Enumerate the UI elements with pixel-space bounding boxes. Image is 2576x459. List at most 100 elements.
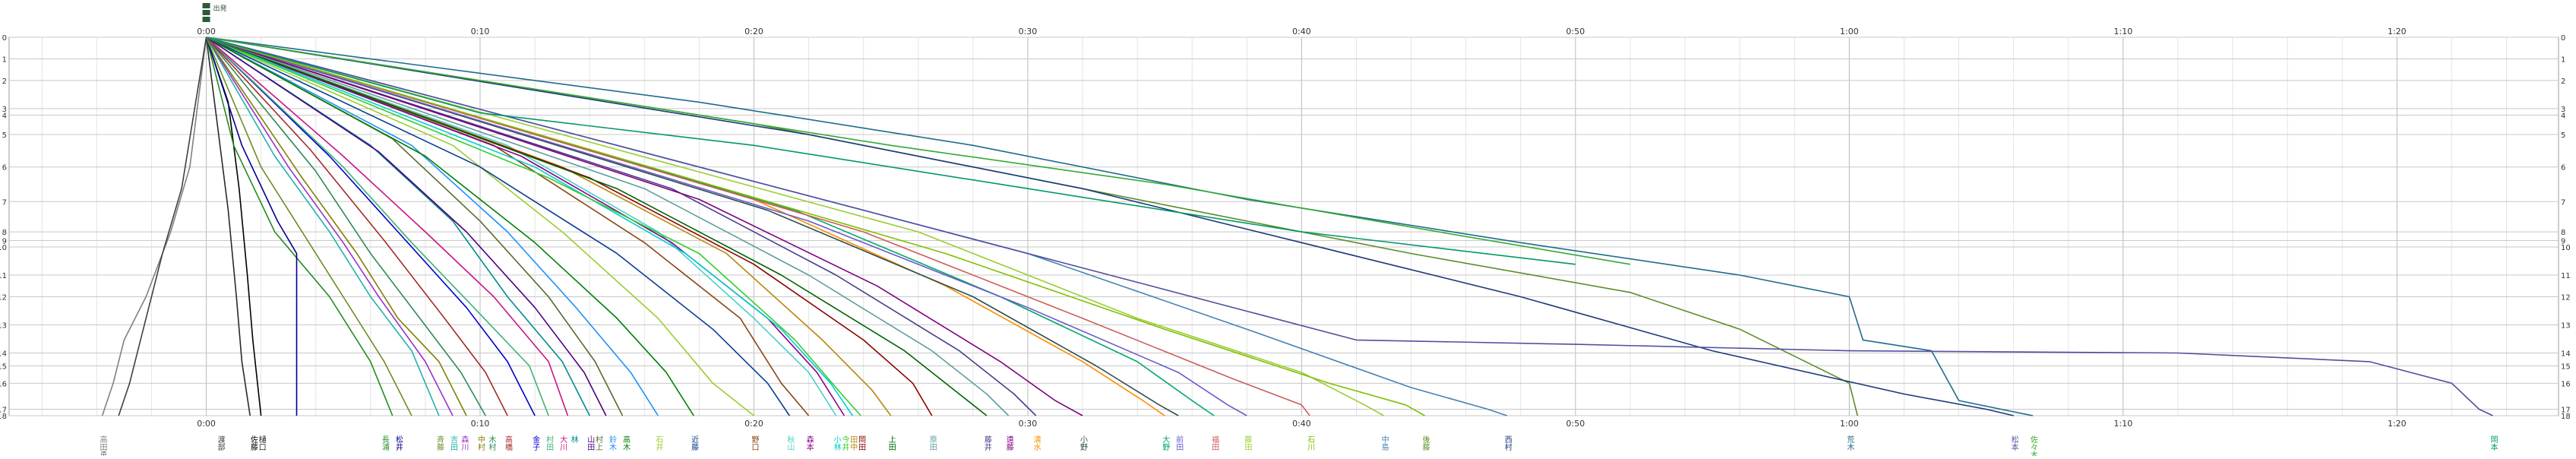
x-tick-label-top: 0:20 xyxy=(744,27,763,36)
x-tick-label-top: 0:10 xyxy=(471,27,490,36)
runner-label: 前田 xyxy=(1174,435,1184,451)
series-line xyxy=(206,36,861,416)
y-tick-label-left: 7 xyxy=(2,198,7,207)
y-tick-label-right: 3 xyxy=(2561,106,2565,114)
series-line xyxy=(205,36,251,416)
runner-label: 岡田 xyxy=(857,435,866,451)
series-line xyxy=(206,36,590,416)
y-tick-label-left: 12 xyxy=(0,293,7,302)
runner-label: 中島 xyxy=(1380,435,1389,451)
runner-label: 渡部 xyxy=(216,435,225,451)
runner-label: 原田 xyxy=(928,435,937,451)
y-tick-label-right: 17 xyxy=(2561,406,2571,414)
runner-label: 森川 xyxy=(460,435,469,451)
y-tick-label-left: 10 xyxy=(0,244,7,252)
series-line xyxy=(206,36,2493,416)
runner-label: 石川 xyxy=(1306,435,1315,451)
y-tick-label-right: 1 xyxy=(2561,55,2565,64)
runner-label: 山田 xyxy=(586,435,595,451)
x-tick-label-top: 0:40 xyxy=(1292,27,1311,36)
start-marker-block xyxy=(202,3,210,8)
start-marker-block xyxy=(202,17,210,22)
series-line xyxy=(206,36,1215,416)
y-tick-label-left: 8 xyxy=(2,229,7,237)
runner-label: 清水 xyxy=(1032,435,1041,451)
x-tick-label-bottom: 1:00 xyxy=(1840,419,1859,429)
runner-label: 松本 xyxy=(2009,435,2018,451)
series-line xyxy=(206,36,659,416)
runner-label: 大川 xyxy=(558,435,567,451)
series-line xyxy=(206,36,790,416)
runner-label: 野口 xyxy=(750,435,759,451)
series-line xyxy=(205,36,486,416)
runner-label: 松井 xyxy=(394,435,403,451)
y-tick-label-left: 14 xyxy=(0,350,7,358)
grid xyxy=(8,36,2559,416)
runner-label: 金子 xyxy=(531,435,540,451)
y-tick-label-right: 10 xyxy=(2561,244,2571,252)
x-tick-label-bottom: 0:30 xyxy=(1019,419,1038,429)
series-line xyxy=(205,36,569,416)
runner-label: 中村 xyxy=(476,435,485,451)
x-tick-label-top: 0:00 xyxy=(197,27,216,36)
start-marker: 出発 xyxy=(202,3,227,22)
series-line xyxy=(206,36,1037,416)
x-tick-label-top: 1:00 xyxy=(1840,27,1859,36)
runner-label: 長浦 xyxy=(380,435,389,451)
series-line xyxy=(205,36,467,416)
y-tick-label-right: 14 xyxy=(2561,350,2571,358)
runner-label: 佐々木 xyxy=(2028,435,2037,456)
x-tick-label-bottom: 0:40 xyxy=(1292,419,1311,429)
runner-label: 高橋 xyxy=(504,435,513,451)
y-tick-label-right: 2 xyxy=(2561,78,2565,86)
y-tick-label-right: 5 xyxy=(2561,131,2565,140)
runner-label: 大野 xyxy=(1161,435,1170,451)
y-tick-label-right: 13 xyxy=(2561,321,2571,330)
y-tick-label-right: 6 xyxy=(2561,164,2565,173)
series-line xyxy=(206,36,1576,265)
series-line xyxy=(206,36,1247,416)
y-tick-label-left: 2 xyxy=(2,78,7,86)
series-line xyxy=(205,36,549,416)
runner-label: 荒木 xyxy=(1845,435,1854,451)
series-line xyxy=(206,36,754,416)
series-line xyxy=(205,36,394,416)
x-tick-label-bottom: 1:20 xyxy=(2388,419,2407,429)
runner-label: 遠藤 xyxy=(1004,435,1013,451)
series-line xyxy=(206,36,853,416)
y-tick-label-right: 18 xyxy=(2561,413,2571,421)
y-tick-label-left: 9 xyxy=(2,237,7,245)
y-tick-label-left: 11 xyxy=(0,272,7,280)
axis-ticks: 0:00 0:00 0:10 0:10 0:20 0:20 0:30 0:30 0:40 0:40… xyxy=(0,27,2571,429)
runner-label: 後藤 xyxy=(1421,435,1430,451)
series-line xyxy=(205,36,412,416)
x-tick-label-top: 1:10 xyxy=(2113,27,2132,36)
series-line xyxy=(206,36,2014,416)
y-tick-label-right: 12 xyxy=(2561,293,2571,302)
y-tick-label-left: 16 xyxy=(0,380,7,388)
runner-label: 藤井 xyxy=(982,435,991,451)
y-tick-label-left: 17 xyxy=(0,406,7,414)
series-line xyxy=(206,36,1384,416)
y-tick-label-right: 16 xyxy=(2561,380,2571,388)
runner-label: 樋口 xyxy=(257,435,266,451)
y-tick-label-right: 4 xyxy=(2561,112,2565,120)
runner-label: 高田勇 xyxy=(98,435,107,456)
runner-label: 小林 xyxy=(832,435,841,451)
y-tick-label-right: 11 xyxy=(2561,272,2571,280)
series-line xyxy=(206,36,1631,265)
series-line xyxy=(206,36,988,416)
runner-label: 木村 xyxy=(487,435,496,451)
runner-label: 高木 xyxy=(621,435,631,451)
y-tick-label-right: 15 xyxy=(2561,363,2571,372)
runner-label: 鈴木 xyxy=(608,435,617,451)
series-lines xyxy=(101,36,2493,416)
y-tick-label-left: 4 xyxy=(2,112,7,120)
x-tick-label-bottom: 0:10 xyxy=(471,419,490,429)
runner-label: 岡本 xyxy=(2489,435,2498,451)
series-line xyxy=(206,36,1310,416)
y-tick-label-left: 15 xyxy=(0,363,7,372)
runner-label: 上田 xyxy=(887,435,896,451)
